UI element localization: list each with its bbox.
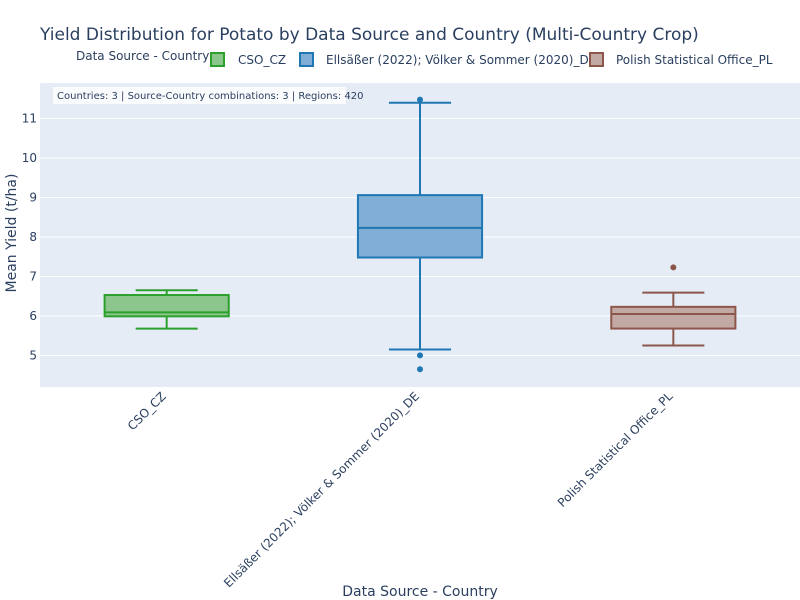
y-tick-label: 7 [29, 269, 37, 283]
x-axis-title: Data Source - Country [342, 584, 498, 600]
y-tick-label: 6 [29, 309, 37, 323]
iqr-box [103, 294, 230, 318]
y-tick-label: 8 [29, 230, 37, 244]
outlier-point [417, 352, 423, 359]
x-tick-label: Ellsäßer (2022); Völker & Sommer (2020)_… [221, 389, 422, 590]
legend-swatch-ellsasser-de [299, 52, 314, 67]
x-tick-labels: CSO_CZ Ellsäßer (2022); Völker & Sommer (… [125, 389, 676, 590]
y-tick-label: 9 [29, 190, 37, 204]
outlier-point [417, 366, 423, 373]
legend: Data Source - Country CSO_CZ Ellsäßer (2… [76, 49, 773, 67]
x-tick-label: CSO_CZ [125, 389, 169, 433]
legend-label-ellsasser-de: Ellsäßer (2022); Völker & Sommer (2020)_… [326, 53, 596, 67]
iqr-box [610, 305, 737, 330]
y-tick-labels: 5 6 7 8 9 10 11 [22, 112, 37, 363]
outlier-point [417, 96, 423, 103]
legend-swatch-polish-pl [589, 52, 604, 67]
y-axis-title: Mean Yield (t/ha) [4, 174, 20, 293]
y-tick-label: 11 [22, 112, 37, 126]
legend-item-ellsasser-de[interactable]: Ellsäßer (2022); Völker & Sommer (2020)_… [299, 52, 596, 67]
box-traces [103, 96, 737, 373]
iqr-box [356, 194, 484, 259]
x-tick-label: Polish Statistical Office_PL [555, 389, 676, 510]
annotation: Countries: 3 | Source-Country combinatio… [53, 87, 363, 104]
y-tick-label: 5 [29, 348, 37, 362]
legend-label-cso-cz: CSO_CZ [238, 53, 286, 67]
annotation-text: Countries: 3 | Source-Country combinatio… [57, 91, 363, 102]
box-trace[interactable] [356, 96, 484, 373]
legend-item-cso-cz[interactable]: CSO_CZ [210, 52, 286, 67]
box-trace[interactable] [103, 289, 230, 330]
annotation-box [53, 87, 346, 104]
legend-swatch-cso-cz [210, 52, 225, 67]
legend-item-polish-pl[interactable]: Polish Statistical Office_PL [589, 52, 773, 67]
chart-title: Yield Distribution for Potato by Data So… [39, 25, 699, 45]
legend-title: Data Source - Country [76, 49, 209, 63]
outlier-point [670, 264, 677, 271]
box-trace[interactable] [610, 264, 737, 347]
y-tick-label: 10 [22, 151, 37, 165]
legend-label-polish-pl: Polish Statistical Office_PL [616, 53, 773, 67]
